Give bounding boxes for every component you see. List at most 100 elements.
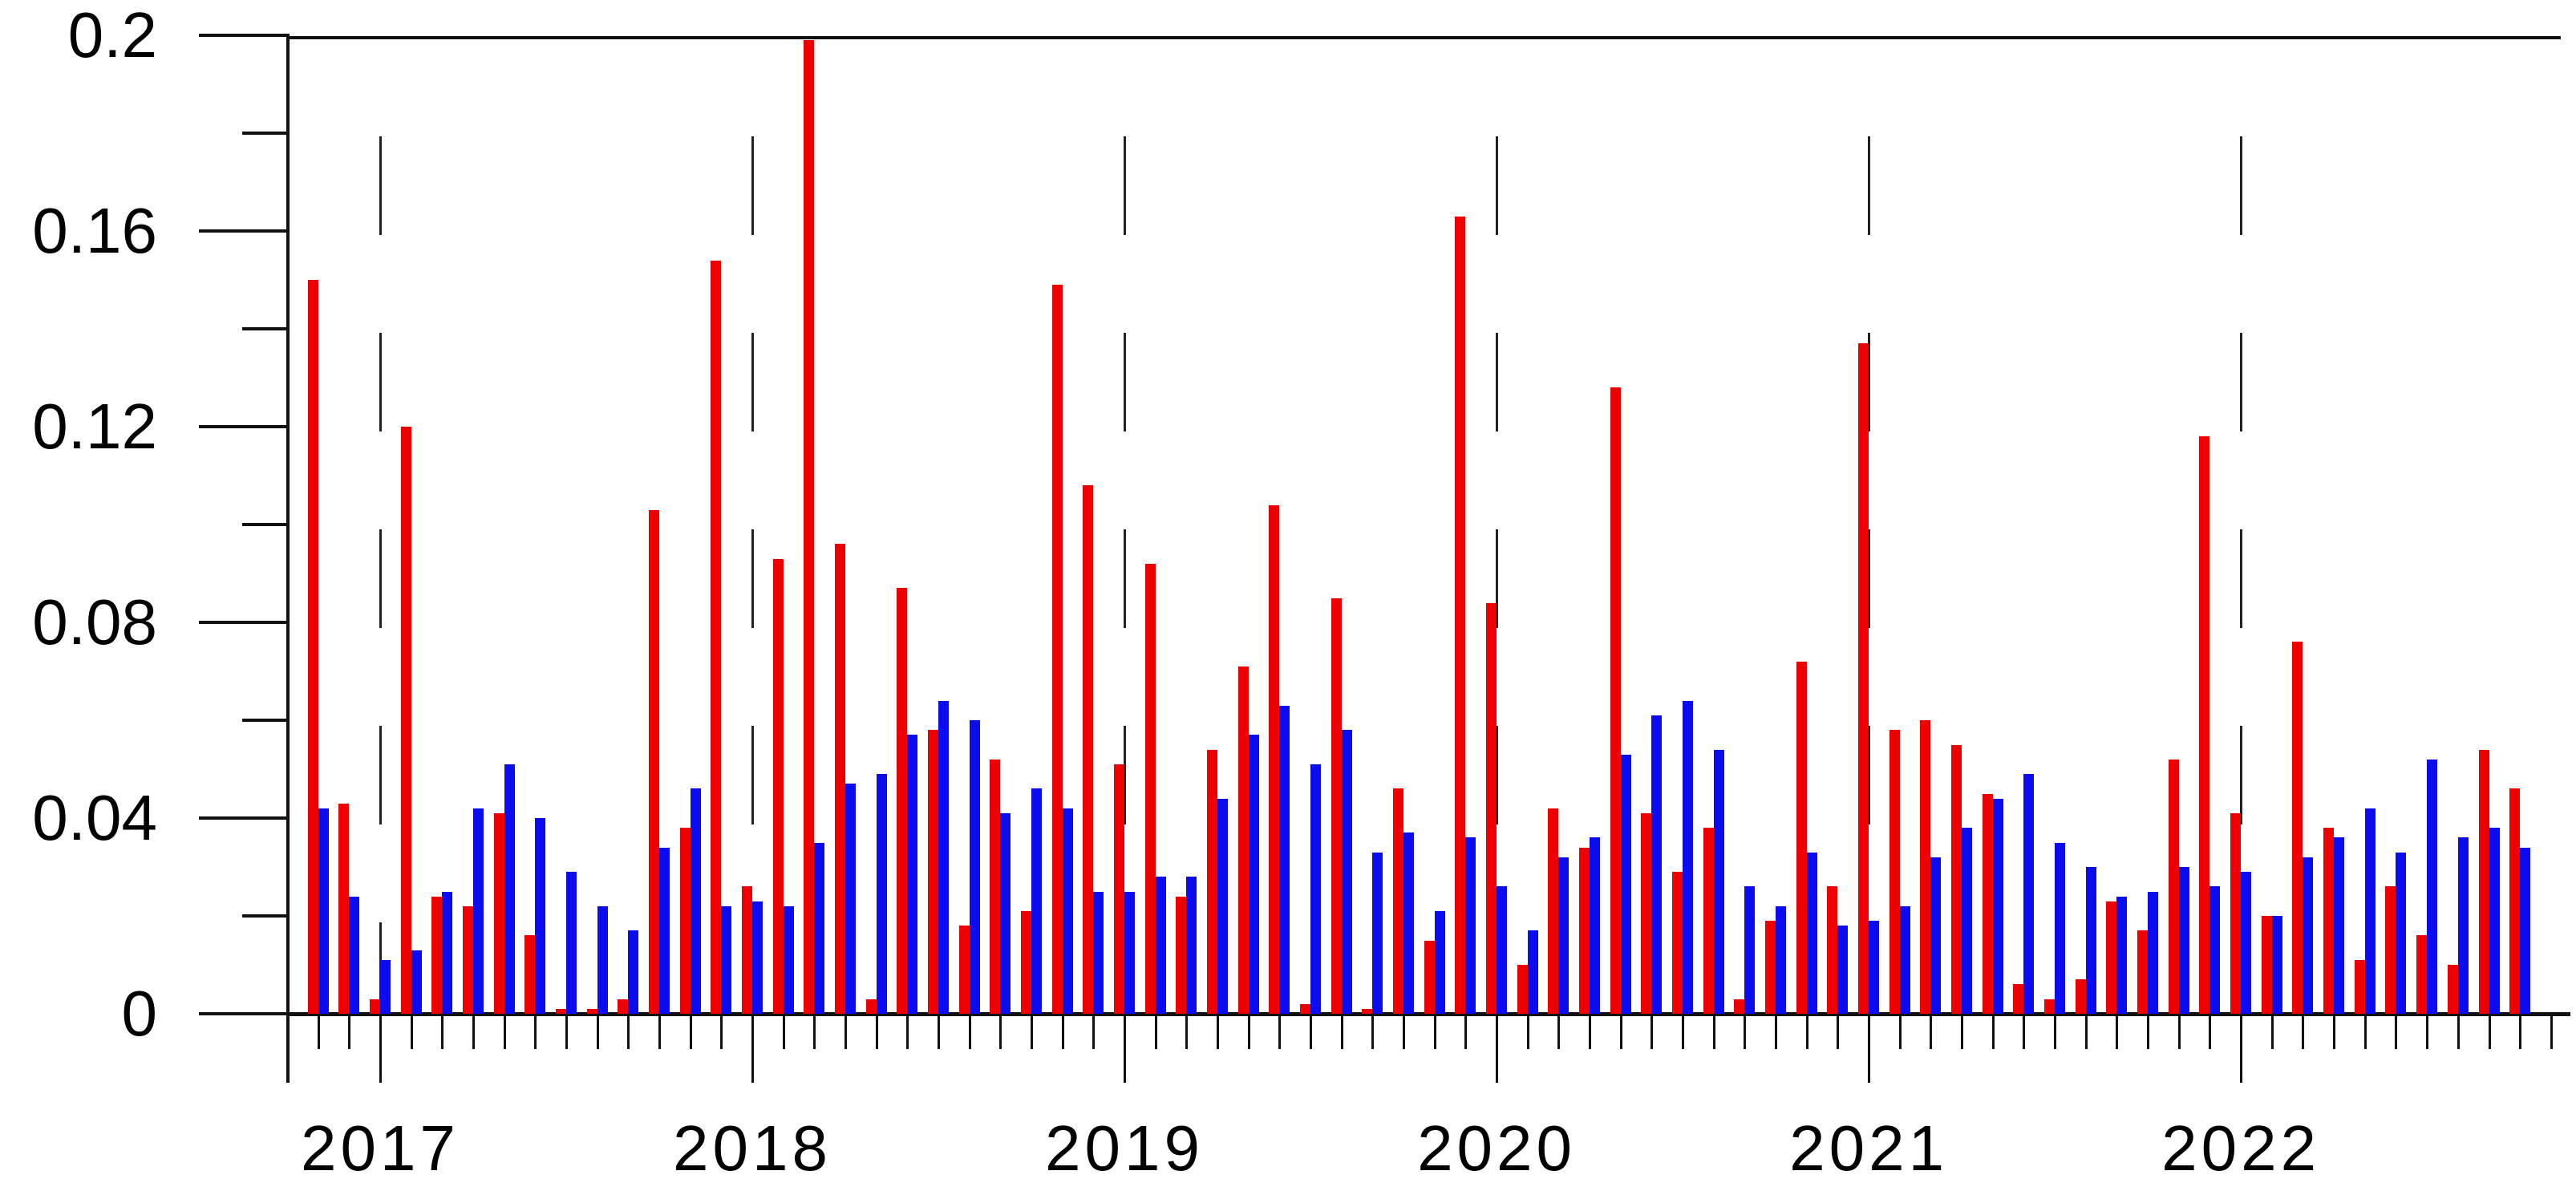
x-month-tick <box>348 1014 351 1049</box>
bar-blue-series-2017-03 <box>442 891 453 1014</box>
bar-red-series-2020-01 <box>1486 602 1497 1014</box>
bar-blue-series-2021-06 <box>2023 774 2035 1014</box>
x-month-tick <box>596 1014 599 1049</box>
bar-red-series-2018-04 <box>834 544 845 1014</box>
x-month-tick <box>875 1014 878 1049</box>
bar-blue-series-2018-02 <box>783 905 794 1014</box>
x-month-tick <box>2054 1014 2057 1049</box>
x-month-tick <box>2395 1014 2398 1049</box>
bar-blue-series-2016-12 <box>349 896 360 1014</box>
y-major-tick <box>199 34 290 37</box>
x-month-tick <box>2209 1014 2212 1049</box>
y-tick-label: 0.16 <box>32 195 157 266</box>
x-month-tick <box>689 1014 692 1049</box>
bar-red-series-2020-10 <box>1765 921 1776 1014</box>
x-month-tick <box>1712 1014 1715 1049</box>
x-month-tick <box>1991 1014 1995 1049</box>
bar-blue-series-2019-07 <box>1310 764 1322 1014</box>
bar-blue-series-2020-01 <box>1497 886 1508 1014</box>
bar-red-series-2019-05 <box>1237 666 1249 1014</box>
bar-red-series-2017-12 <box>711 260 722 1014</box>
y-major-tick <box>199 1012 290 1015</box>
bar-blue-series-2019-09 <box>1372 852 1383 1014</box>
bar-red-series-2019-09 <box>1362 1008 1373 1014</box>
bar-blue-series-2021-08 <box>2085 867 2096 1014</box>
bar-blue-series-2018-11 <box>1062 808 1073 1014</box>
bar-red-series-2020-04 <box>1579 847 1590 1014</box>
bar-red-series-2019-01 <box>1114 764 1125 1014</box>
y-minor-tick <box>242 914 290 918</box>
bar-blue-series-2019-02 <box>1155 877 1166 1014</box>
bar-blue-series-2022-04 <box>2334 837 2345 1014</box>
bar-red-series-2020-12 <box>1827 886 1838 1014</box>
bar-blue-series-2017-09 <box>628 930 639 1014</box>
bar-red-series-2021-10 <box>2137 930 2149 1014</box>
x-month-tick <box>1837 1014 1840 1049</box>
bar-red-series-2022-07 <box>2416 935 2428 1014</box>
bar-red-series-2020-02 <box>1517 965 1528 1014</box>
bar-red-series-2020-05 <box>1610 387 1621 1014</box>
x-month-tick <box>1589 1014 1592 1049</box>
bar-blue-series-2020-05 <box>1620 754 1631 1014</box>
bar-red-series-2020-03 <box>1548 808 1559 1014</box>
bar-red-series-2021-06 <box>2013 984 2024 1014</box>
bar-red-series-2018-03 <box>804 40 815 1014</box>
x-month-tick <box>1310 1014 1313 1049</box>
y-minor-tick <box>242 719 290 722</box>
bar-blue-series-2017-02 <box>411 950 422 1014</box>
x-month-tick <box>938 1014 940 1049</box>
x-month-tick <box>2488 1014 2491 1049</box>
x-month-tick <box>2363 1014 2367 1049</box>
y-major-tick <box>199 816 290 820</box>
bar-red-series-2017-07 <box>555 1008 566 1014</box>
bar-blue-series-2021-03 <box>1930 857 1942 1014</box>
bar-blue-series-2017-01 <box>379 959 391 1014</box>
x-month-tick <box>968 1014 971 1049</box>
bar-blue-series-2020-11 <box>1806 852 1817 1014</box>
x-year-label: 2018 <box>672 1112 832 1184</box>
bar-blue-series-2018-05 <box>876 774 887 1014</box>
y-minor-tick <box>242 523 290 526</box>
x-month-tick <box>906 1014 909 1049</box>
x-month-tick <box>1278 1014 1282 1049</box>
top-frame-line <box>286 36 2561 39</box>
bar-blue-series-2021-02 <box>1899 905 1910 1014</box>
y-tick-label: 0.2 <box>67 0 157 71</box>
bar-red-series-2021-09 <box>2106 901 2117 1014</box>
bar-red-series-2019-10 <box>1393 788 1404 1014</box>
x-month-tick <box>1961 1014 1964 1049</box>
x-month-tick <box>441 1014 444 1049</box>
x-month-tick <box>1930 1014 1933 1049</box>
bar-red-series-2017-05 <box>493 812 504 1014</box>
bar-red-series-2019-02 <box>1144 563 1156 1014</box>
bar-red-series-2017-08 <box>586 1008 597 1014</box>
y-minor-tick <box>242 327 290 330</box>
bar-red-series-2019-08 <box>1331 598 1342 1014</box>
bar-red-series-2022-09 <box>2478 749 2489 1014</box>
bar-red-series-2018-08 <box>958 926 970 1014</box>
bar-blue-series-2017-08 <box>597 905 608 1014</box>
bar-red-series-2022-10 <box>2509 788 2521 1014</box>
bar-red-series-2018-11 <box>1051 285 1063 1014</box>
x-month-tick <box>1744 1014 1747 1049</box>
x-year-tick <box>1124 1014 1127 1083</box>
bar-blue-series-2021-12 <box>2209 886 2221 1014</box>
bar-blue-series-2016-11 <box>318 808 329 1014</box>
bar-red-series-2022-01 <box>2230 812 2242 1014</box>
x-month-tick <box>1775 1014 1778 1049</box>
bar-blue-series-2021-04 <box>1962 828 1973 1014</box>
bar-red-series-2021-08 <box>2075 979 2086 1014</box>
bar-red-series-2018-05 <box>865 999 877 1014</box>
bar-blue-series-2018-06 <box>907 735 918 1014</box>
bar-blue-series-2018-12 <box>1093 891 1104 1014</box>
bar-blue-series-2020-10 <box>1776 905 1787 1014</box>
x-month-tick <box>813 1014 816 1049</box>
bar-blue-series-2019-12 <box>1465 837 1476 1014</box>
x-month-tick <box>2333 1014 2336 1049</box>
bar-blue-series-2017-10 <box>658 847 670 1014</box>
bar-red-series-2017-06 <box>525 935 536 1014</box>
bar-red-series-2022-06 <box>2385 886 2396 1014</box>
x-month-tick <box>1092 1014 1096 1049</box>
x-month-tick <box>2302 1014 2305 1049</box>
bar-blue-series-2018-01 <box>751 901 763 1014</box>
